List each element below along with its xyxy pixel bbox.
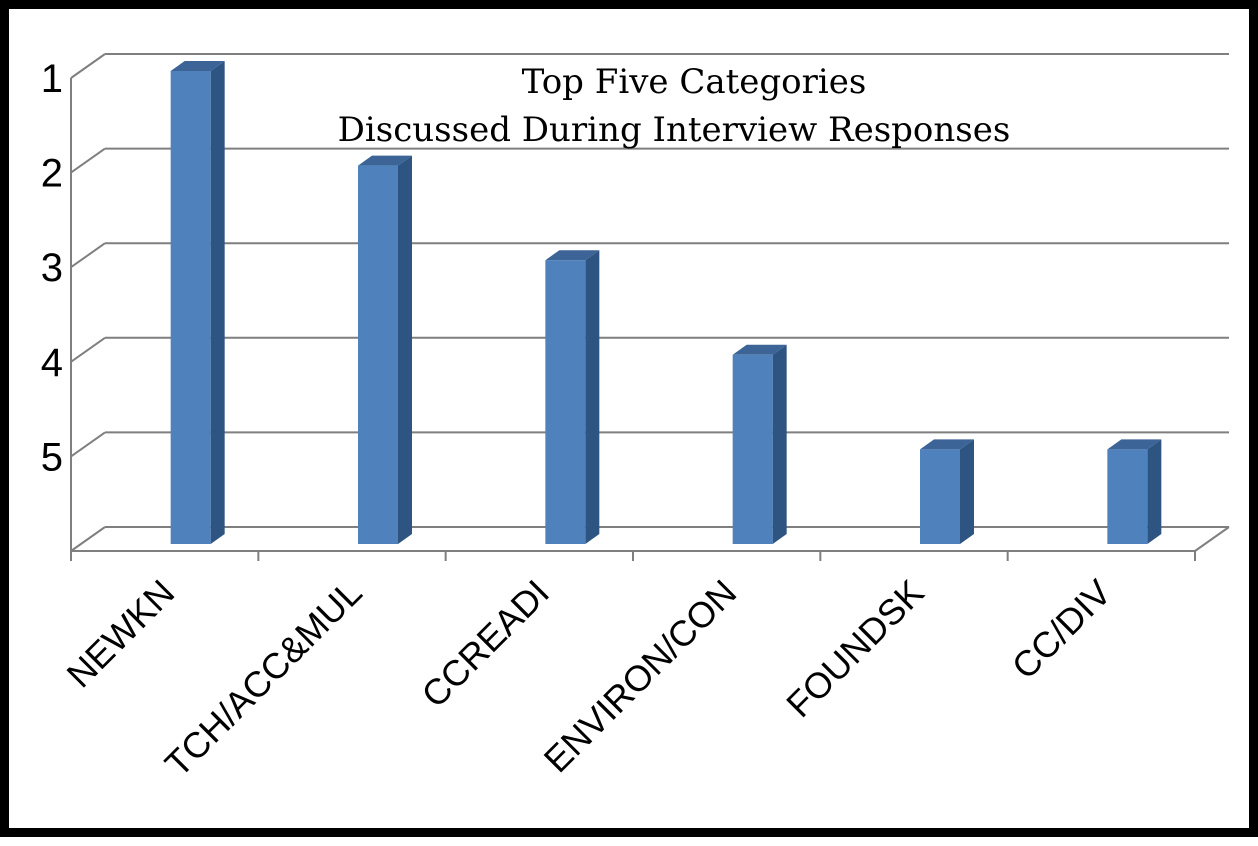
x-tick-label: CCREADI — [413, 572, 557, 716]
gridline — [70, 431, 1229, 458]
x-tick-label: ENVIRON/CON — [536, 572, 745, 781]
gridline — [70, 53, 1229, 79]
chart-title: Top Five Categories — [522, 62, 867, 102]
y-tick-labels: 1 2 3 4 5 — [41, 57, 63, 479]
y-tick-label: 4 — [41, 341, 63, 385]
y-tick-label: 1 — [41, 57, 63, 101]
chart-subtitle: Discussed During Interview Responses — [338, 110, 1011, 150]
bars-layer — [170, 61, 1162, 544]
bar — [1107, 439, 1162, 544]
bar — [732, 344, 787, 544]
x-tick-label: FOUNDSK — [778, 572, 931, 725]
gridline — [70, 336, 1229, 363]
gridline — [70, 242, 1229, 269]
bar — [920, 439, 974, 544]
gridline — [70, 147, 1229, 174]
y-tick-label: 5 — [41, 435, 63, 479]
grid-layer — [70, 53, 1230, 561]
x-tick-label: TCH/ACC&MUL — [157, 572, 370, 785]
gridline — [70, 526, 1229, 552]
bar — [545, 250, 600, 544]
y-tick-label: 3 — [41, 246, 63, 290]
floor-right-edge — [1194, 526, 1230, 552]
y-tick-label: 2 — [41, 152, 63, 196]
x-tick-label: NEWKN — [59, 572, 183, 696]
bar — [358, 155, 412, 544]
x-tick-label: CC/DIV — [1004, 572, 1119, 687]
bar — [170, 61, 225, 544]
